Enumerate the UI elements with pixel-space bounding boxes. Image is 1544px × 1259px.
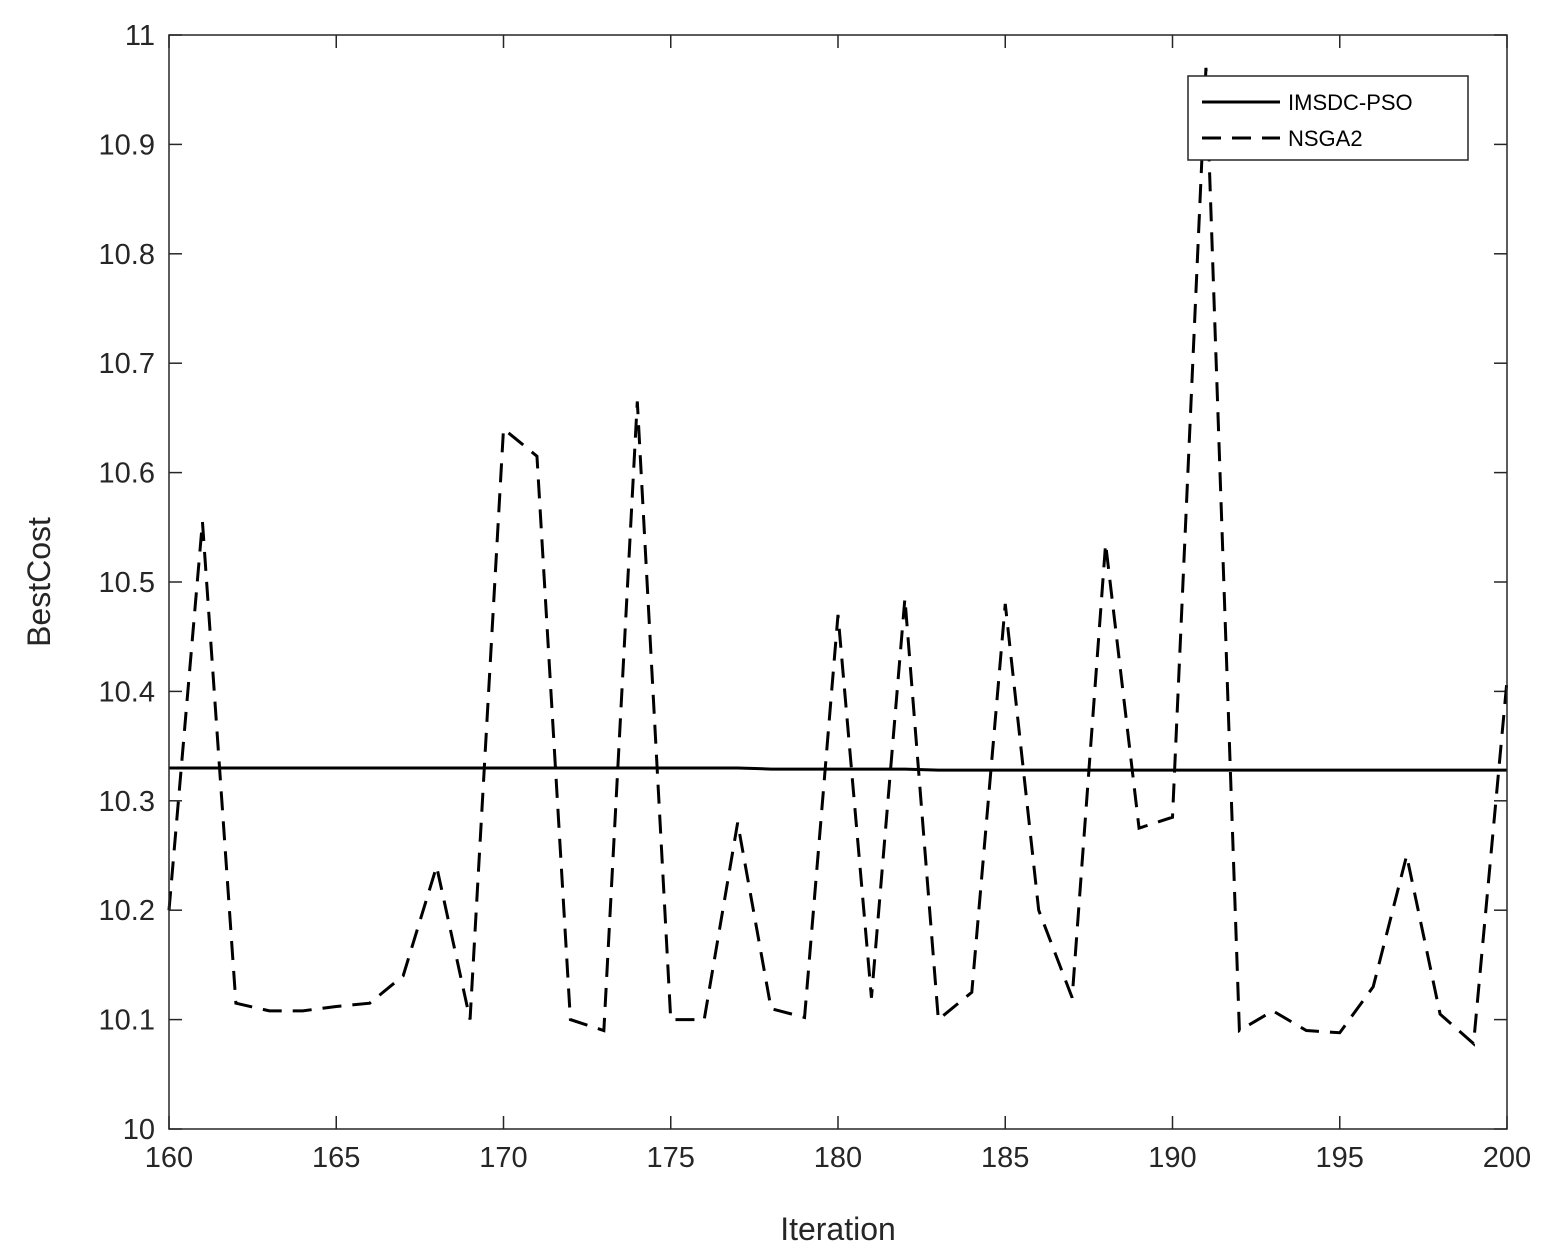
- series-layer: [167, 67, 1509, 1047]
- legend-box: [1187, 75, 1469, 161]
- x-tick-label: 185: [981, 1142, 1029, 1174]
- y-tick-label: 10.3: [99, 786, 155, 818]
- y-tick-label: 10.1: [99, 1005, 155, 1037]
- y-tick-label: 10.2: [99, 895, 155, 927]
- tick-labels: 160 165 170 175 180 185 190 195 200 10 10.1 10.2 10.…: [99, 20, 1532, 1174]
- x-tick-label: 170: [479, 1142, 527, 1174]
- x-tick-label: 175: [647, 1142, 695, 1174]
- legend-label: IMSDC-PSO: [1288, 90, 1413, 115]
- y-axis-title: BestCost: [21, 517, 57, 647]
- x-tick-label: 200: [1483, 1142, 1531, 1174]
- y-tick-label: 11: [125, 20, 155, 52]
- x-tick-label: 195: [1316, 1142, 1364, 1174]
- x-axis-title: Iteration: [780, 1211, 896, 1247]
- axes-box: [168, 34, 1508, 1130]
- y-tick-label: 10.6: [99, 458, 155, 490]
- series-line-nsga2: [167, 67, 1509, 1047]
- y-tick-label: 10.9: [99, 129, 155, 161]
- y-tick-label: 10.7: [99, 348, 155, 380]
- y-tick-label: 10.4: [99, 676, 155, 708]
- x-tick-label: 165: [312, 1142, 360, 1174]
- legend-label: NSGA2: [1288, 126, 1363, 151]
- legend: IMSDC-PSO NSGA2: [1187, 75, 1469, 161]
- y-tick-label: 10.8: [99, 239, 155, 271]
- x-tick-label: 160: [145, 1142, 193, 1174]
- y-tick-label: 10: [123, 1114, 155, 1146]
- x-tick-label: 180: [814, 1142, 862, 1174]
- x-tick-label: 190: [1148, 1142, 1196, 1174]
- series-line-imsdc-pso: [169, 766, 1507, 772]
- y-tick-label: 10.5: [99, 567, 155, 599]
